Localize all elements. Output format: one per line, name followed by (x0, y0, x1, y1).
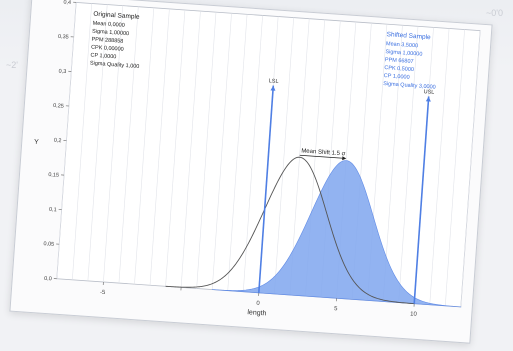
y-tick-label: 0,2 (54, 138, 62, 145)
mean-shift-arrow-line (299, 154, 344, 159)
grid-line (274, 17, 294, 294)
line-layer (165, 156, 415, 305)
grid-line (444, 29, 465, 306)
stats-shifted-line: Sigma Quality 3,0000 (383, 81, 436, 91)
x-tick-label: 0 (256, 301, 260, 307)
spec-limit-label: LSL (268, 78, 278, 85)
background-label-2: ~2' (6, 60, 18, 70)
grid-line (72, 3, 92, 280)
stats-original-line: PPM 288858 (91, 37, 123, 45)
y-axis-label: Y (34, 139, 39, 146)
grid-line (227, 14, 248, 291)
grid-line (180, 11, 201, 288)
grid-line (165, 9, 186, 287)
y-tick-label: 0,4 (63, 0, 71, 6)
grid-line (242, 15, 263, 292)
grid-line (87, 4, 108, 281)
spec-limit-arrow (270, 85, 276, 91)
mean-shift-arrow-head (342, 156, 347, 161)
spec-limit-line (258, 85, 275, 293)
stats-original-line: CPK 0,00000 (91, 45, 124, 53)
background-label-1: ~0'0 (486, 8, 503, 18)
stats-original-title: Original Sample (93, 11, 140, 21)
grid-line (429, 28, 450, 305)
chart-card: LSL USL -5 0 5 10 0,0 0,05 0,1 0,15 0,2 0,25 0,3 0,3… (9, 0, 493, 344)
stats-shifted: Shifted Sample Mean 3,5000 Sigma 1,00000… (383, 31, 436, 91)
grid-line (398, 26, 419, 303)
spec-limit-arrow (425, 96, 431, 102)
stats-shifted-line: Mean 3,5000 (386, 41, 418, 49)
grid-line (103, 5, 124, 283)
stats-original-line: Sigma 1,00000 (92, 29, 129, 38)
stats-shifted-title: Shifted Sample (386, 31, 431, 41)
annotation-label: Mean Shift 1.5 σ (301, 148, 346, 157)
y-tick-label: 0,25 (53, 103, 64, 110)
y-tick-label: 0,3 (58, 69, 66, 76)
x-tick-label: 10 (410, 311, 418, 317)
limits-layer: LSL USL (258, 78, 435, 304)
spec-limit-label: USL (423, 89, 434, 96)
grid-line (211, 13, 232, 290)
y-tick-label: 0,05 (43, 241, 54, 248)
y-tick-label: 0,1 (49, 207, 57, 214)
grid-line (149, 8, 170, 286)
stats-shifted-line: CPK 0,5000 (384, 65, 414, 73)
x-axis-label: length (247, 309, 267, 317)
shifted-distribution-area (211, 160, 462, 308)
stats-shifted-line: PPM 66807 (385, 57, 414, 65)
original-distribution-curve (165, 156, 415, 305)
area-layer (211, 160, 462, 308)
x-tick-label: -5 (100, 290, 106, 296)
y-tick-label: 0,35 (58, 34, 69, 41)
y-tick-label: 0,0 (44, 276, 52, 283)
stats-shifted-line: Sigma 1,00000 (385, 49, 422, 58)
y-tick-label: 0,15 (48, 172, 59, 179)
grid-line (134, 7, 155, 285)
stats-shifted-line: CP 1,0000 (384, 73, 410, 81)
stats-original-line: Sigma Quality 1,000 (90, 61, 140, 70)
grid-line (196, 12, 217, 289)
stats-original: Original Sample Mean 0,0000 Sigma 1,0000… (90, 11, 140, 70)
x-tick-label: 5 (334, 306, 338, 312)
grid-line (118, 6, 139, 284)
spec-limit-line (413, 96, 430, 304)
grid-line (460, 30, 481, 307)
chart-canvas: LSL USL -5 0 5 10 0,0 0,05 0,1 0,15 0,2 0,25 0,3 0,3… (34, 0, 481, 318)
stats-original-line: Mean 0,0000 (92, 21, 124, 29)
grid-line (382, 25, 403, 302)
ticks-layer: -5 0 5 10 0,0 0,05 0,1 0,15 0,2 0,25 0,3 0,35 0,4 (43, 0, 418, 318)
stats-original-line: CP 1,0000 (90, 53, 116, 61)
